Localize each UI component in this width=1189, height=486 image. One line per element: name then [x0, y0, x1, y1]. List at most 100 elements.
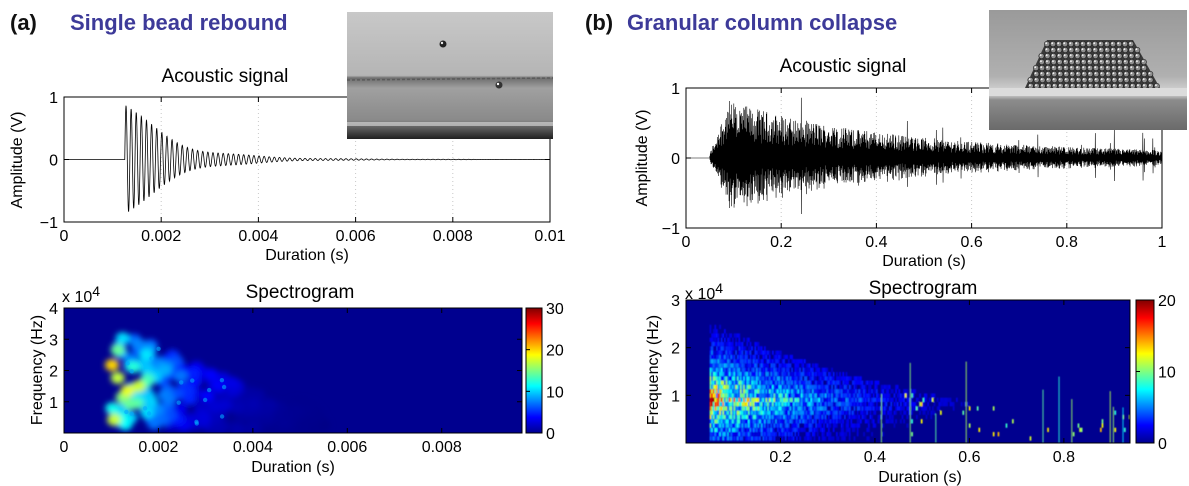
heatmap-cell	[775, 419, 777, 424]
heatmap-cell	[842, 406, 845, 411]
heatmap-cell	[789, 410, 792, 415]
heatmap-cell	[804, 410, 806, 415]
heatmap-cell	[752, 414, 755, 420]
heatmap-cell	[767, 419, 769, 424]
heatmap-cell	[759, 427, 761, 433]
heatmap-cell	[776, 354, 779, 360]
x-axis-label: Duration (s)	[251, 459, 335, 476]
x-tick-label: 0.4	[865, 234, 887, 251]
heatmap-cell	[741, 423, 744, 428]
heatmap-cell	[807, 436, 809, 441]
heatmap-cell	[951, 402, 953, 407]
heatmap-cell	[783, 363, 785, 368]
heatmap-cell	[887, 419, 889, 424]
heatmap-cell	[724, 367, 726, 372]
y-ticks: 123	[671, 293, 1130, 405]
heatmap-cell	[816, 423, 819, 428]
heatmap-cell	[791, 380, 793, 385]
heatmap-cell	[834, 410, 837, 415]
heatmap-cell	[751, 363, 753, 368]
heatmap-cell	[722, 359, 725, 364]
heatmap-cell	[709, 376, 712, 381]
heatmap-cell	[789, 436, 792, 441]
heatmap-cell	[820, 393, 822, 398]
heatmap-cell	[751, 423, 753, 428]
heatmap-cell	[808, 427, 811, 433]
heatmap-cell	[890, 419, 893, 424]
heatmap-cell	[728, 380, 731, 385]
heatmap-cell	[840, 427, 843, 433]
heatmap-cell	[788, 384, 790, 390]
heatmap-cell	[823, 402, 825, 407]
heatmap-cell	[816, 402, 819, 407]
heatmap-cell	[735, 402, 737, 407]
heatmap-cell	[810, 414, 813, 420]
heatmap-cell	[877, 397, 880, 403]
heatmap-cell	[732, 406, 734, 411]
heatmap-cell	[900, 410, 902, 415]
heatmap-cell	[914, 389, 917, 394]
heatmap-cell	[888, 410, 891, 415]
heatmap-cell	[746, 354, 749, 360]
heatmap-cell	[824, 376, 827, 381]
heatmap-cell	[895, 397, 897, 403]
heatmap-cell	[727, 389, 729, 394]
heatmap-cell	[906, 397, 909, 403]
heatmap-cell	[746, 384, 749, 390]
heatmap-cell	[741, 359, 744, 364]
heatmap-cell	[805, 393, 808, 398]
heatmap-cell	[741, 402, 744, 407]
heatmap-cell	[786, 393, 789, 398]
heatmap-cell	[786, 406, 789, 411]
heatmap-cell	[709, 436, 712, 441]
heatmap-cell	[709, 397, 712, 403]
heatmap-cell	[824, 402, 827, 407]
heatmap-cell	[716, 354, 718, 360]
heatmap-cell	[863, 402, 865, 407]
heatmap-cell	[764, 432, 766, 437]
heatmap-cell	[711, 359, 713, 364]
heatmap-cell	[826, 384, 829, 390]
heatmap-cell	[800, 376, 803, 381]
heatmap-cell	[728, 376, 731, 381]
heatmap-cell	[800, 410, 803, 415]
heatmap-cell	[760, 410, 763, 415]
heatmap-cell	[724, 393, 726, 398]
heatmap-cell	[892, 397, 894, 403]
heatmap-cell	[877, 414, 880, 420]
heatmap-cell	[716, 384, 718, 390]
y-tick-label: 2	[49, 364, 58, 381]
heatmap-cell	[805, 389, 808, 394]
heatmap-cell	[784, 423, 787, 428]
heatmap-cell	[738, 341, 741, 347]
heatmap-cell	[818, 384, 821, 390]
heatmap-cell	[736, 393, 739, 398]
heatmap-cell	[850, 419, 853, 424]
heatmap-cell	[717, 337, 720, 342]
heatmap-cell	[746, 359, 749, 364]
heatmap-cell	[746, 432, 749, 437]
heatmap-cell	[724, 402, 726, 407]
heatmap-cell	[840, 406, 843, 411]
heatmap-cell	[773, 406, 776, 411]
heatmap-cell	[911, 410, 913, 415]
heatmap-cell	[802, 419, 805, 424]
heatmap-cell	[844, 402, 846, 407]
heatmap-cell	[719, 341, 721, 347]
heatmap-cell	[743, 419, 745, 424]
heatmap-cell	[709, 354, 712, 360]
heatmap-cell	[743, 389, 745, 394]
heatmap-cell	[842, 380, 845, 385]
heatmap-cell	[744, 384, 747, 390]
heatmap-cell	[831, 406, 833, 411]
heatmap-cell	[908, 410, 910, 415]
heatmap-cell	[717, 359, 720, 364]
heatmap-cell	[780, 350, 782, 355]
heatmap-cell	[802, 363, 805, 368]
heatmap-cell	[933, 410, 936, 415]
heatmap-cell	[820, 423, 822, 428]
heatmap-cell	[724, 414, 726, 420]
heatmap-cell	[1100, 427, 1102, 433]
heatmap-cell	[794, 419, 797, 424]
heatmap-cell	[780, 423, 782, 428]
